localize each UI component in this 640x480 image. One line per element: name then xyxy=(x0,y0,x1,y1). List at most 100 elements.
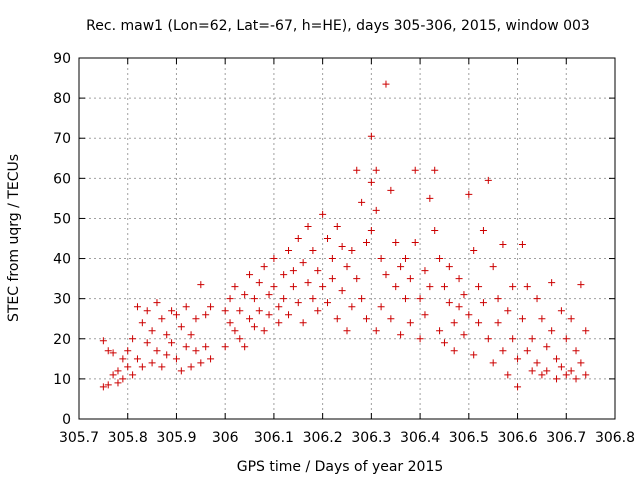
data-point xyxy=(143,339,151,347)
point-layer xyxy=(99,80,590,391)
data-point xyxy=(514,355,522,363)
data-point xyxy=(465,311,473,319)
data-point xyxy=(343,327,351,335)
data-point xyxy=(455,303,463,311)
data-point xyxy=(460,331,468,339)
data-point xyxy=(275,319,283,327)
data-point xyxy=(138,319,146,327)
x-tick-label: 306.4 xyxy=(400,430,440,446)
data-point xyxy=(372,166,380,174)
data-point xyxy=(168,339,176,347)
data-point xyxy=(304,222,312,230)
data-point xyxy=(548,279,556,287)
y-tick-label: 70 xyxy=(53,131,71,147)
data-point xyxy=(104,347,112,355)
data-point xyxy=(387,186,395,194)
y-tick-label: 20 xyxy=(53,332,71,348)
data-point xyxy=(455,275,463,283)
data-point xyxy=(333,315,341,323)
data-point xyxy=(241,291,249,299)
data-point xyxy=(494,319,502,327)
data-point xyxy=(577,281,585,289)
data-point xyxy=(367,226,375,234)
data-point xyxy=(114,379,122,387)
data-point xyxy=(319,210,327,218)
data-point xyxy=(406,275,414,283)
data-point xyxy=(280,271,288,279)
data-point xyxy=(436,327,444,335)
data-point xyxy=(431,226,439,234)
data-point xyxy=(538,371,546,379)
data-point xyxy=(304,279,312,287)
data-point xyxy=(499,347,507,355)
data-point xyxy=(348,303,356,311)
data-point xyxy=(192,347,200,355)
data-point xyxy=(538,315,546,323)
data-point xyxy=(572,375,580,383)
data-point xyxy=(124,347,132,355)
data-point xyxy=(133,355,141,363)
data-point xyxy=(358,295,366,303)
data-point xyxy=(241,343,249,351)
data-point xyxy=(255,307,263,315)
data-point xyxy=(338,243,346,251)
data-point xyxy=(109,371,117,379)
data-point xyxy=(416,335,424,343)
data-point xyxy=(168,307,176,315)
data-point xyxy=(523,283,531,291)
data-point xyxy=(153,299,161,307)
data-point xyxy=(445,263,453,271)
data-point xyxy=(314,267,322,275)
x-tick-label: 306 xyxy=(212,430,239,446)
data-point xyxy=(187,331,195,339)
data-point xyxy=(572,347,580,355)
data-point xyxy=(299,259,307,267)
data-point xyxy=(294,235,302,242)
data-point xyxy=(275,303,283,311)
plot-frame xyxy=(78,57,616,420)
data-point xyxy=(479,226,487,234)
data-point xyxy=(187,363,195,371)
data-point xyxy=(285,311,293,319)
data-point xyxy=(567,367,575,375)
data-point xyxy=(226,295,234,303)
data-point xyxy=(406,319,414,327)
x-tick-label: 305.8 xyxy=(108,430,148,446)
data-point xyxy=(163,351,171,359)
data-point xyxy=(99,337,107,345)
data-point xyxy=(484,335,492,343)
data-point xyxy=(533,295,541,303)
data-point xyxy=(324,299,332,307)
data-point xyxy=(265,311,273,319)
data-point xyxy=(450,347,458,355)
data-point xyxy=(397,263,405,271)
y-axis-label: STEC from uqrg / TECUs xyxy=(6,154,22,322)
data-point xyxy=(387,315,395,323)
data-point xyxy=(401,255,409,263)
data-point xyxy=(460,291,468,299)
data-point xyxy=(465,190,473,198)
x-tick-label: 305.7 xyxy=(59,430,99,446)
data-point xyxy=(163,331,171,339)
data-point xyxy=(567,315,575,323)
x-tick-label: 306.2 xyxy=(303,430,343,446)
data-point xyxy=(119,375,127,383)
data-point xyxy=(289,283,297,291)
data-point xyxy=(153,347,161,355)
grid-layer xyxy=(79,58,615,419)
data-point xyxy=(372,327,380,335)
data-point xyxy=(119,355,127,363)
data-point xyxy=(440,283,448,291)
data-point xyxy=(397,331,405,339)
data-point xyxy=(143,307,151,315)
data-point xyxy=(494,295,502,303)
data-point xyxy=(324,235,332,242)
data-point xyxy=(265,291,273,299)
data-point xyxy=(509,283,517,291)
data-point xyxy=(523,347,531,355)
data-point xyxy=(158,363,166,371)
data-point xyxy=(377,303,385,311)
data-point xyxy=(255,279,263,287)
data-point xyxy=(509,335,517,343)
